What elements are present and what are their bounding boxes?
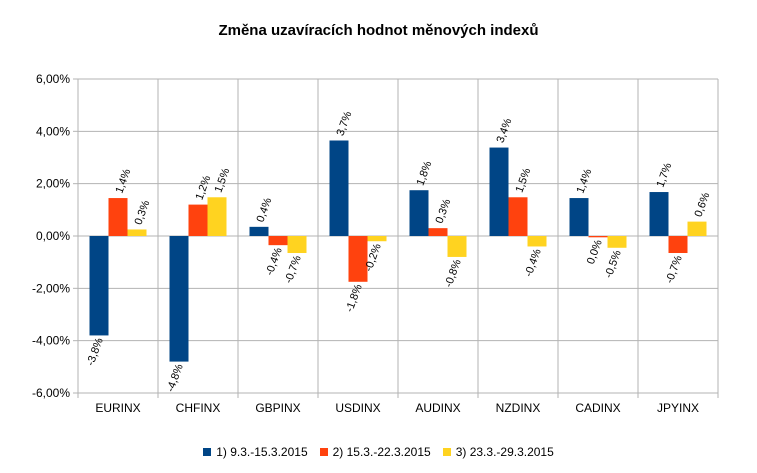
bar	[489, 147, 509, 236]
bar	[188, 204, 208, 236]
legend: 1) 9.3.-15.3.2015 2) 15.3.-22.3.2015 3) 23…	[0, 445, 757, 459]
bar	[428, 228, 448, 236]
data-label: -0,4%	[523, 247, 544, 278]
data-label: -1,8%	[344, 283, 365, 314]
y-tick-label: -2,00%	[32, 281, 70, 295]
bar	[569, 198, 589, 236]
data-label: 1,4%	[114, 167, 134, 195]
y-tick-label: -6,00%	[32, 386, 70, 400]
bar	[329, 140, 349, 236]
data-label: 0,6%	[693, 191, 713, 219]
data-label: -0,7%	[283, 254, 304, 285]
bar	[687, 221, 707, 236]
legend-swatch	[319, 448, 328, 456]
bar	[348, 236, 368, 282]
bars	[89, 140, 707, 362]
y-tick-label: 0,00%	[36, 229, 70, 243]
bar	[169, 236, 189, 362]
data-label: 0,0%	[585, 238, 605, 266]
legend-label: 2) 15.3.-22.3.2015	[332, 445, 431, 459]
bar-chart: 6,00% 4,00% 2,00% 0,00% -2,00% -4,00% -6,00% EU…	[32, 72, 719, 415]
data-label: 1,5%	[213, 166, 233, 194]
legend-label: 3) 23.3.-29.3.2015	[455, 445, 554, 459]
y-tick-label: 6,00%	[36, 72, 70, 86]
chart-title: Změna uzavíracích hodnot měnových indexů	[218, 22, 539, 39]
x-tick-label: USDINX	[335, 401, 380, 415]
data-label: 3,7%	[335, 110, 355, 138]
data-label: 1,8%	[415, 159, 435, 187]
axes: 6,00% 4,00% 2,00% 0,00% -2,00% -4,00% -6,00% EU…	[32, 72, 699, 415]
legend-swatch	[442, 448, 451, 456]
data-label: 3,4%	[495, 117, 515, 145]
x-tick-label: CHFINX	[176, 401, 221, 415]
x-tick-label: GBPINX	[255, 401, 300, 415]
x-tick-label: CADINX	[575, 401, 620, 415]
data-label: 0,3%	[133, 199, 153, 227]
x-tick-label: EURINX	[95, 401, 140, 415]
bar	[287, 236, 307, 254]
x-tick-label: NZDINX	[496, 401, 541, 415]
bar	[607, 236, 627, 248]
y-tick-label: 2,00%	[36, 177, 70, 191]
bar	[527, 236, 547, 247]
bar	[89, 236, 109, 336]
bar	[268, 236, 288, 246]
bar	[588, 236, 608, 238]
legend-label: 1) 9.3.-15.3.2015	[216, 445, 308, 459]
bar	[409, 190, 429, 236]
data-label: 0,3%	[434, 197, 454, 225]
bar	[127, 229, 147, 236]
data-label: 0,4%	[255, 196, 275, 224]
y-tick-label: -4,00%	[32, 334, 70, 348]
data-label: 1,5%	[514, 166, 534, 194]
bar	[108, 198, 128, 236]
bar	[367, 236, 387, 242]
legend-item: 2) 15.3.-22.3.2015	[319, 445, 431, 459]
bar	[207, 197, 227, 236]
bar	[668, 236, 688, 254]
bar	[447, 236, 467, 257]
bar	[508, 197, 528, 236]
data-label: -4,8%	[165, 362, 186, 393]
data-label: -0,7%	[664, 254, 685, 285]
legend-item: 1) 9.3.-15.3.2015	[203, 445, 308, 459]
y-tick-label: 4,00%	[36, 124, 70, 138]
data-label: 1,7%	[655, 161, 675, 189]
data-label: -0,5%	[603, 249, 624, 280]
data-label: -0,8%	[443, 258, 464, 289]
bar	[249, 226, 269, 236]
data-label: -0,4%	[264, 246, 285, 277]
x-tick-label: JPYINX	[657, 401, 699, 415]
data-label: 1,4%	[575, 167, 595, 195]
legend-swatch	[203, 448, 212, 456]
legend-item: 3) 23.3.-29.3.2015	[442, 445, 554, 459]
bar	[649, 192, 669, 236]
x-tick-label: AUDINX	[415, 401, 460, 415]
